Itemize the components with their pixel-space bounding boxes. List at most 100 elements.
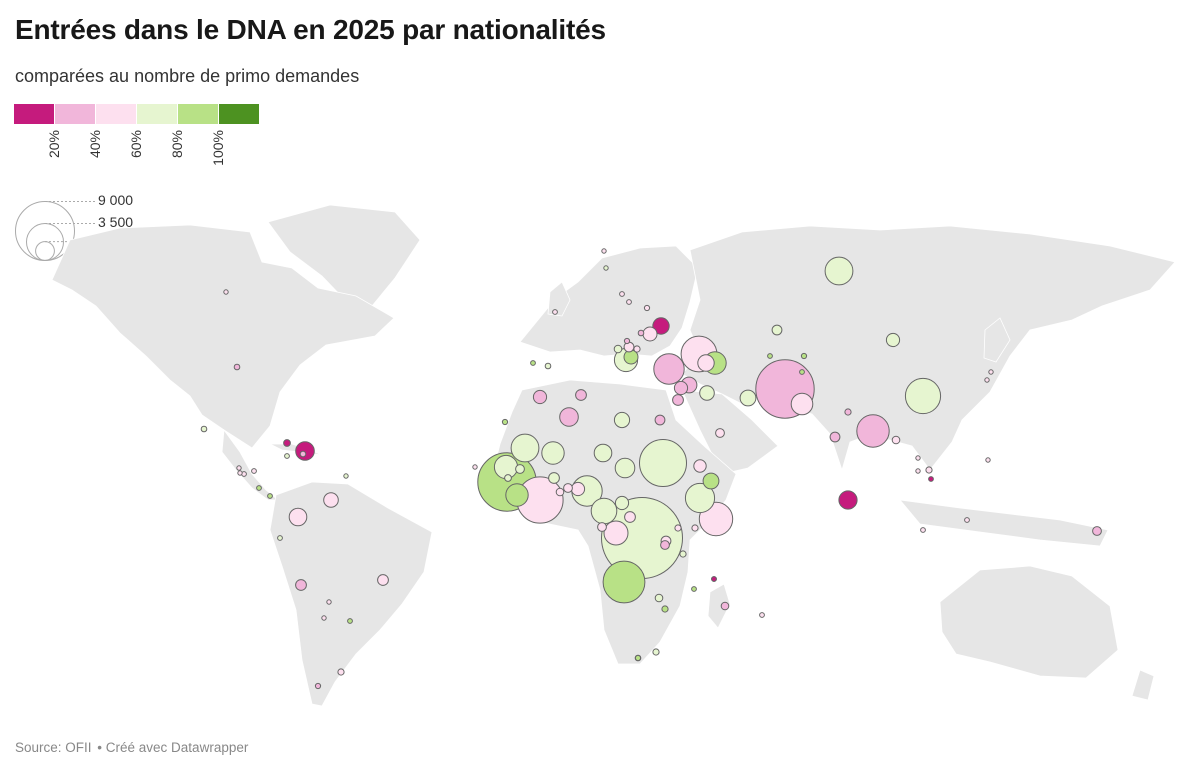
bubble-iran[interactable]: Iran [739,389,757,407]
bubble-tajikistan[interactable]: Tajikistan [767,353,773,359]
bubble-thailand[interactable]: Thailand [915,455,921,461]
bubble-colombia[interactable]: Colombia [288,507,308,527]
bubble-india[interactable]: India [829,431,841,443]
bubble-tanzania[interactable]: Tanzania [679,550,687,558]
bubble-cameroon[interactable]: Cameroon [590,497,618,525]
bubble-gambia[interactable]: Gambia [504,474,512,482]
bubble-pakistan[interactable]: Pakistan [790,392,814,416]
bubble-bulgaria[interactable]: Bulgaria [637,329,645,337]
bubble-cuba[interactable]: Cuba [283,439,291,447]
bubble-tunisia[interactable]: Tunisia [575,389,587,401]
bubble-libya[interactable]: Libya [613,411,631,429]
bubble-turkey[interactable]: Turkey [653,353,685,385]
bubble-bangladesh[interactable]: Bangladesh [856,414,890,448]
bubble-indonesia[interactable]: Indonesia [920,527,926,533]
bubble-morocco[interactable]: Morocco [532,389,548,405]
bubble-uruguay[interactable]: Uruguay [321,615,327,621]
bubble-zambia[interactable]: Zambia [661,605,669,613]
bubble-dominican-rep-[interactable]: Dominican Rep. [299,450,307,458]
bubble-costa-rica[interactable]: Costa Rica [256,485,262,491]
bubble-uzbekistan[interactable]: Uzbekistan [799,369,805,375]
bubble-north-korea[interactable]: North Korea [984,377,990,383]
bubble-bolivia[interactable]: Bolivia [326,599,332,605]
bubble-venezuela[interactable]: Venezuela [323,492,339,508]
bubble-united-states[interactable]: United States [233,363,241,371]
bubble-bosnia[interactable]: Bosnia [613,344,623,354]
bubble-russia[interactable]: Russia [824,256,854,286]
bubble-poland[interactable]: Poland [626,299,632,305]
bubble-finland[interactable]: Finland [601,248,607,254]
bubble-western-sahara[interactable]: Western Sahara [501,418,509,426]
bubble-kazakhstan[interactable]: Kazakhstan [771,324,783,336]
bubble-egypt[interactable]: Egypt [654,414,666,426]
bubble-algeria[interactable]: Algeria [559,407,579,427]
bubble-zimbabwe[interactable]: Zimbabwe [654,593,664,603]
bubble-armenia[interactable]: Armenia [697,354,715,372]
bubble-united-kingdom[interactable]: United Kingdom [552,309,558,315]
bubble-mali[interactable]: Mali [541,441,565,465]
bubble-guinea-bissau[interactable]: Guinea-Bissau [515,464,525,474]
bubble-benin[interactable]: Benin [570,481,586,497]
bubble-central-african-rep-[interactable]: Central African Rep. [614,495,630,511]
bubble-peru[interactable]: Peru [295,579,307,591]
bubble-mauritania[interactable]: Mauritania [510,433,540,463]
bubble-sri-lanka[interactable]: Sri Lanka [838,490,858,510]
bubble-moldova[interactable]: Moldova [652,317,670,335]
bubble-mauritius[interactable]: Mauritius [759,612,765,618]
bubble-kyrgyzstan[interactable]: Kyrgyzstan [800,352,808,360]
bubble-ghana[interactable]: Ghana [555,487,565,497]
bubble-eritrea[interactable]: Eritrea [693,459,707,473]
bubble-haiti[interactable]: Haiti [295,441,315,461]
bubble-lithuania[interactable]: Lithuania [619,291,625,297]
bubble-canada[interactable]: Canada [223,289,229,295]
bubble-papua-new-guinea[interactable]: Papua New Guinea [1092,526,1102,536]
bubble-togo[interactable]: Togo [563,483,573,493]
bubble-chile[interactable]: Chile [314,682,322,690]
bubble-sudan[interactable]: Sudan [639,439,687,487]
bubble-iraq[interactable]: Iraq [699,385,715,401]
bubble-equatorial-guinea[interactable]: Equatorial Guinea [597,522,607,532]
bubble-belarus[interactable]: Belarus [643,304,651,312]
bubble-cape-verde[interactable]: Cape Verde [472,464,478,470]
bubble-uganda[interactable]: Uganda [674,524,682,532]
bubble-brazil[interactable]: Brazil [377,574,389,586]
bubble-laos[interactable]: Laos [928,476,934,482]
bubble-north-macedonia[interactable]: North Macedonia [623,337,631,345]
bubble-kenya[interactable]: Kenya [691,524,699,532]
bubble-palestine[interactable]: Palestine [673,380,689,396]
bubble-chad[interactable]: Chad [614,457,636,479]
bubble-yemen[interactable]: Yemen [715,428,725,438]
bubble-paraguay[interactable]: Paraguay [347,618,353,624]
bubble-nepal[interactable]: Nepal [844,408,852,416]
bubble-china[interactable]: China [904,377,942,415]
bubble-ukraine[interactable]: Ukraine [642,326,658,342]
bubble-djibouti[interactable]: Djibouti [702,472,720,490]
bubble-guatemala[interactable]: Guatemala [237,470,243,476]
bubble-madagascar[interactable]: Madagascar [720,601,730,611]
bubble-burundi[interactable]: Burundi [660,540,670,550]
bubble-japan[interactable]: Japan [988,369,994,375]
bubble-gabon[interactable]: Gabon [603,520,629,546]
bubble-niger[interactable]: Niger [593,443,613,463]
bubble-lebanon[interactable]: Lebanon [672,394,684,406]
bubble-mongolia[interactable]: Mongolia [885,332,901,348]
bubble-philippines[interactable]: Philippines [985,457,991,463]
bubble-mozambique[interactable]: Mozambique [691,586,697,592]
bubble-malaysia[interactable]: Malaysia [964,517,970,523]
bubble-mexico[interactable]: Mexico [200,425,208,433]
bubble-myanmar[interactable]: Myanmar [891,435,901,445]
bubble-jamaica[interactable]: Jamaica [284,453,290,459]
bubble-nicaragua[interactable]: Nicaragua [251,468,257,474]
bubble-panama[interactable]: Panama [267,493,273,499]
bubble-comoros[interactable]: Comoros [711,576,717,582]
bubble-argentina[interactable]: Argentina [337,668,345,676]
bubble-lesotho[interactable]: Lesotho [634,654,642,662]
bubble-congo[interactable]: Congo [624,511,636,523]
bubble-sierra-leone[interactable]: Sierra Leone [505,483,529,507]
bubble-ethiopia[interactable]: Ethiopia [684,482,716,514]
bubble-latvia[interactable]: Latvia [603,265,609,271]
bubble-romania[interactable]: Romania [633,345,641,353]
bubble-spain[interactable]: Spain [544,362,552,370]
bubble-angola[interactable]: Angola [602,560,646,604]
bubble-portugal[interactable]: Portugal [530,360,536,366]
